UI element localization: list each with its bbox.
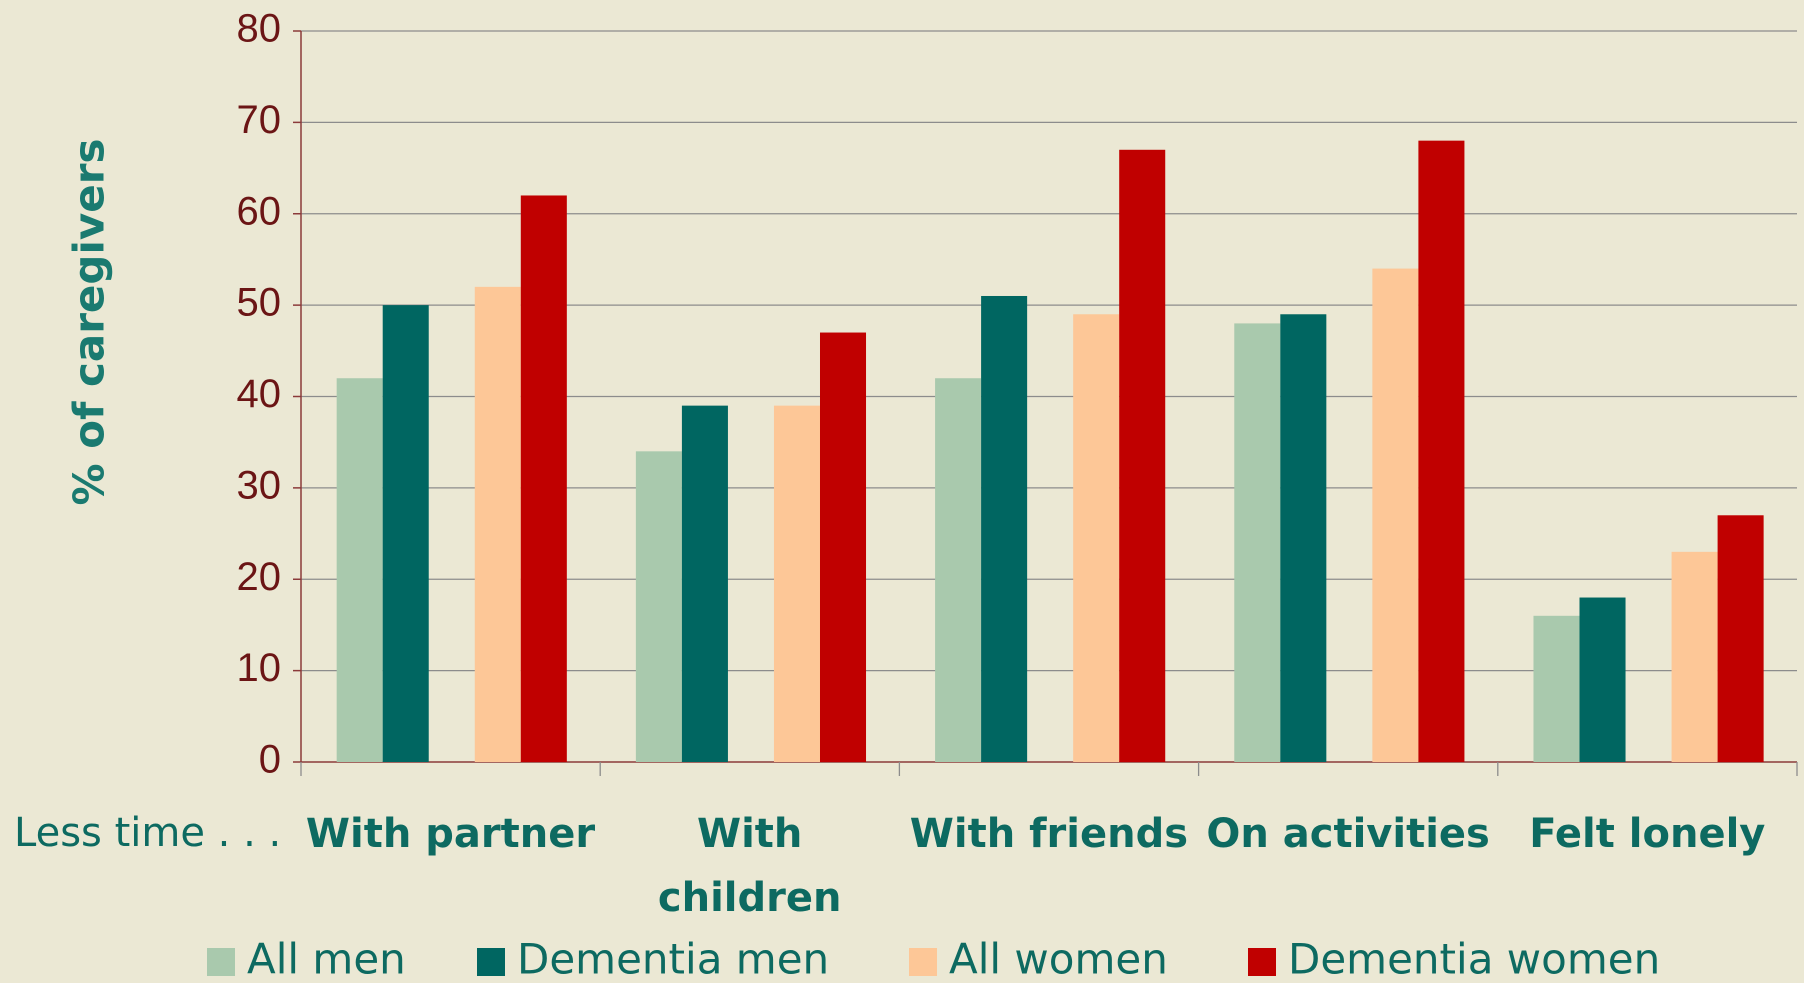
annotation: Less time . . . [14,810,281,856]
legend-swatch [909,948,937,976]
bar [1119,149,1166,763]
bar [819,332,867,762]
x-tick-label: On activities [1206,811,1490,857]
legend-swatch [1248,948,1276,976]
bar [474,286,521,762]
legend-label: All men [247,935,406,983]
y-tick-label: 0 [259,738,281,782]
bar [382,305,429,762]
bar [1372,268,1419,762]
y-tick-label: 30 [237,463,282,507]
bar [336,378,383,762]
bar [520,195,567,763]
y-tick-label: 80 [237,7,282,51]
bar [1073,314,1120,762]
bar [635,451,682,762]
bar [1234,323,1281,762]
y-tick-label: 60 [237,189,282,233]
bar [773,405,820,762]
bar [1418,140,1465,762]
legend-swatch [477,948,505,976]
legend-label: All women [949,935,1168,983]
bar [1533,615,1580,762]
legend-label: Dementia men [517,935,829,983]
y-tick-label: 70 [237,98,282,142]
bar [1579,597,1626,762]
x-tick-label: With children [657,811,842,921]
bar [1717,515,1764,762]
bar [935,378,982,762]
y-axis-label: % of caregivers [65,139,114,506]
bar [1671,551,1718,762]
x-tick-label: With friends [909,811,1189,857]
y-tick-label: 40 [237,372,282,416]
x-tick-label: Felt lonely [1529,811,1766,857]
x-tick-label: With partner [305,811,596,857]
bar [1280,314,1327,762]
y-tick-label: 10 [237,646,282,690]
legend-swatch [207,948,235,976]
bar [981,295,1028,762]
y-tick-label: 50 [237,281,282,325]
legend-label: Dementia women [1288,935,1660,983]
y-tick-label: 20 [237,555,282,599]
bar [681,405,728,762]
